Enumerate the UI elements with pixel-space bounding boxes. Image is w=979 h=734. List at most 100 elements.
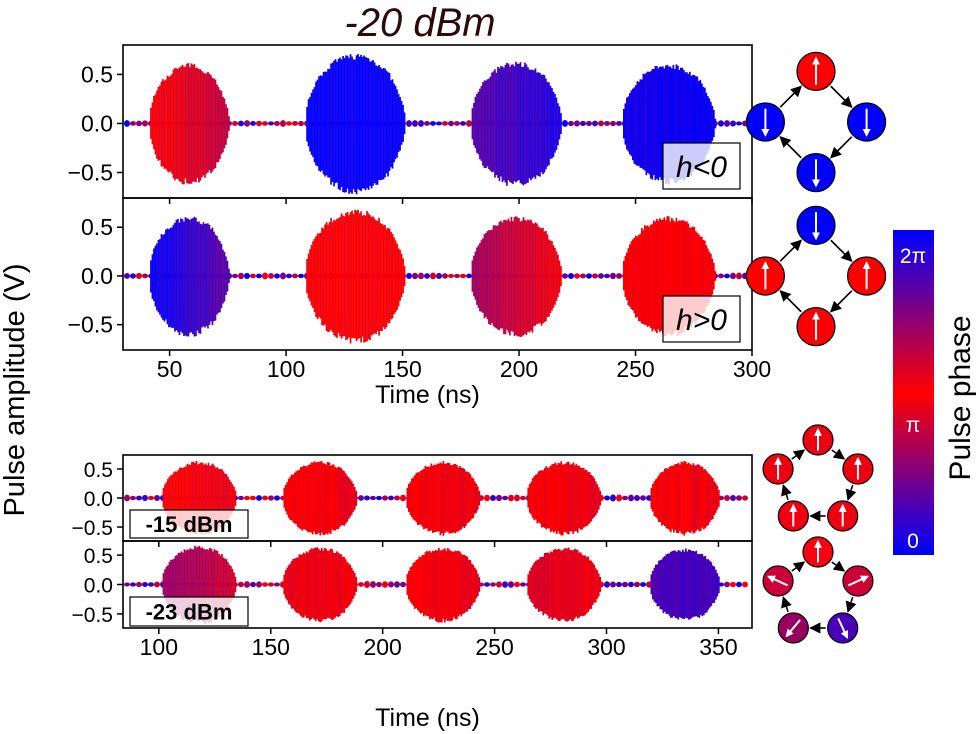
pulse-stripe bbox=[311, 548, 314, 618]
pulse-stripe bbox=[153, 95, 155, 150]
baseline-dot bbox=[130, 495, 136, 501]
pulse-stripe bbox=[457, 550, 460, 617]
pulse-stripe bbox=[322, 228, 325, 326]
pulse-stripe bbox=[650, 224, 652, 329]
pulse-stripe bbox=[150, 107, 152, 139]
pulse-stripe bbox=[588, 472, 591, 524]
pulse-stripe bbox=[486, 231, 489, 320]
pulse-stripe bbox=[682, 462, 684, 535]
pulse-stripe bbox=[164, 484, 166, 512]
pulse-stripe bbox=[578, 465, 581, 529]
pulse-stripe bbox=[219, 469, 222, 528]
baseline-dot bbox=[142, 273, 148, 279]
pulse-stripe bbox=[561, 464, 564, 536]
pulse-stripe bbox=[664, 556, 666, 612]
pulse-stripe bbox=[178, 67, 181, 182]
pulse-stripe bbox=[676, 463, 678, 533]
pulse-stripe bbox=[479, 243, 481, 312]
baseline-dot bbox=[616, 581, 622, 588]
pulse-stripe bbox=[396, 243, 398, 310]
pulse-stripe bbox=[530, 481, 533, 515]
pulse-stripe bbox=[700, 554, 702, 615]
pulse-stripe bbox=[433, 464, 436, 533]
baseline-dot bbox=[592, 273, 598, 279]
spin-diagram-3 bbox=[762, 424, 874, 532]
pulse-stripe bbox=[708, 251, 711, 303]
baseline-dot bbox=[604, 495, 610, 501]
pulse-stripe bbox=[578, 552, 581, 618]
pulse-stripe bbox=[176, 471, 178, 527]
pulse-stripe bbox=[308, 464, 311, 533]
pulse-stripe bbox=[287, 478, 290, 518]
pulse-stripe bbox=[567, 461, 570, 535]
pulse-stripe bbox=[349, 479, 352, 517]
pulse-stripe bbox=[165, 79, 167, 169]
baseline-dot bbox=[730, 272, 736, 280]
y-tick-label: −0.5 bbox=[72, 517, 113, 540]
baseline-dot bbox=[232, 273, 238, 279]
pulse-stripe bbox=[477, 91, 480, 155]
pulse-stripe bbox=[430, 552, 433, 619]
pulse-stripe bbox=[515, 61, 517, 183]
baseline-dot bbox=[604, 273, 610, 279]
pulse-stripe bbox=[632, 239, 634, 311]
pulse-stripe bbox=[549, 240, 552, 314]
pulse-stripe bbox=[554, 93, 556, 153]
pulse-stripe bbox=[570, 550, 573, 621]
baseline-dot bbox=[142, 581, 148, 588]
pulse-stripe bbox=[678, 69, 681, 180]
pulse-stripe bbox=[647, 71, 649, 173]
pulse-stripe bbox=[228, 268, 230, 283]
pulse-stripe bbox=[167, 565, 169, 605]
baseline-dot bbox=[730, 120, 736, 127]
pulse-stripe bbox=[549, 551, 552, 618]
pulse-stripe bbox=[648, 71, 651, 175]
baseline-dot bbox=[724, 273, 730, 279]
pulse-stripe bbox=[652, 483, 654, 512]
pulse-stripe bbox=[515, 216, 517, 336]
coupling-arrow bbox=[779, 85, 802, 108]
pulse-stripe bbox=[558, 106, 561, 140]
pulse-stripe bbox=[169, 75, 172, 172]
spin-node bbox=[802, 424, 834, 456]
pulse-stripe bbox=[340, 554, 343, 614]
baseline-dot bbox=[238, 272, 244, 280]
pulse-stripe bbox=[188, 464, 190, 532]
pulse-stripe bbox=[385, 229, 388, 328]
pulse-stripe bbox=[510, 64, 513, 183]
spin-node bbox=[796, 205, 836, 245]
pulse-stripe bbox=[500, 220, 502, 329]
pulse-stripe bbox=[543, 75, 546, 173]
pulse-stripe bbox=[185, 550, 187, 620]
pulse-stripe bbox=[677, 462, 680, 534]
pulse-stripe bbox=[705, 245, 708, 307]
pulse-stripe bbox=[441, 550, 443, 623]
baseline-dot bbox=[496, 494, 502, 502]
baseline-dot bbox=[610, 581, 616, 588]
pulse-stripe bbox=[442, 549, 445, 619]
pulse-stripe bbox=[633, 87, 636, 164]
pulse-stripe bbox=[581, 467, 584, 530]
pulse-stripe bbox=[340, 213, 343, 339]
pulse-stripe bbox=[718, 490, 720, 507]
baseline-dot bbox=[442, 121, 448, 126]
pulse-stripe bbox=[683, 70, 685, 181]
colorbar-tick-2pi: 2π bbox=[900, 245, 926, 268]
pulse-stripe bbox=[555, 549, 558, 620]
pulse-stripe bbox=[694, 551, 696, 617]
pulse-stripe bbox=[551, 88, 553, 159]
baseline-dot bbox=[454, 121, 460, 126]
pulse-stripe bbox=[367, 58, 370, 190]
pulse-stripe bbox=[468, 472, 470, 523]
pulse-stripe bbox=[453, 464, 455, 533]
x-tick-label: 50 bbox=[157, 356, 183, 382]
colorbar-label: Pulse phase bbox=[944, 315, 977, 480]
pulse-stripe bbox=[329, 548, 332, 619]
pulse-stripe bbox=[363, 214, 365, 343]
colorbar: 2π π 0 Pulse phase bbox=[893, 230, 977, 555]
pulse-stripe bbox=[450, 464, 452, 534]
pulse-stripe bbox=[516, 63, 519, 181]
pulse-2 bbox=[283, 461, 358, 536]
pulse-stripe bbox=[521, 220, 523, 337]
pulse-stripe bbox=[335, 551, 338, 617]
